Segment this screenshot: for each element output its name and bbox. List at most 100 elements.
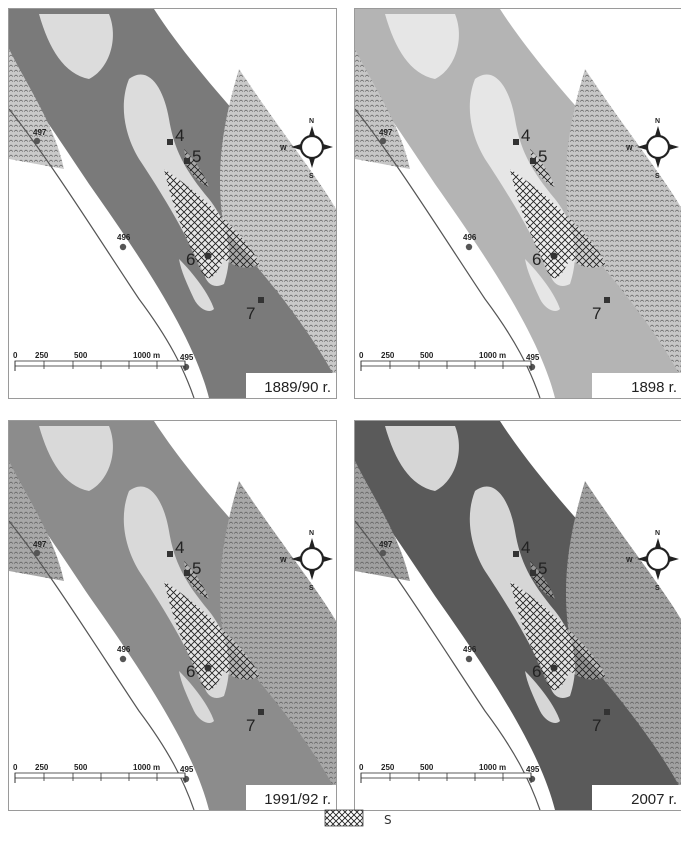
year-label-bg <box>246 785 336 810</box>
year-label: 1898 r. <box>631 379 677 396</box>
right-bank-bar <box>566 69 681 378</box>
svg-text:6: 6 <box>186 662 195 681</box>
svg-text:4: 4 <box>175 126 184 145</box>
svg-text:N: N <box>655 118 660 125</box>
station-5: 5 <box>530 559 547 578</box>
svg-text:500: 500 <box>420 351 434 360</box>
svg-text:4: 4 <box>521 126 530 145</box>
station-6: 6 <box>186 250 212 269</box>
map-panel-1898: 497 496 495 4 5 6 7 <box>354 8 681 399</box>
svg-text:4: 4 <box>521 538 530 557</box>
svg-text:497: 497 <box>379 540 393 549</box>
year-label-bg <box>592 785 681 810</box>
svg-text:1000 m: 1000 m <box>133 763 160 772</box>
km-marker-496: 496 <box>117 233 131 251</box>
svg-text:6: 6 <box>532 662 541 681</box>
station-7: 7 <box>246 297 264 323</box>
km-marker-496: 496 <box>463 645 477 663</box>
svg-text:W: W <box>626 145 633 152</box>
svg-text:495: 495 <box>526 765 540 774</box>
legend-label: S <box>384 813 392 827</box>
hatched-area-upper <box>184 561 209 599</box>
station-5: 5 <box>184 147 201 166</box>
svg-text:W: W <box>626 557 633 564</box>
svg-text:W: W <box>280 145 287 152</box>
hatched-area-main <box>510 581 605 691</box>
compass-rose-icon: N S W E <box>280 118 333 180</box>
station-4: 4 <box>513 126 530 145</box>
svg-text:0: 0 <box>359 763 364 772</box>
km-marker-496: 496 <box>117 645 131 663</box>
island-tip <box>179 259 214 311</box>
island-tip <box>179 671 214 723</box>
svg-text:7: 7 <box>592 304 601 323</box>
svg-text:5: 5 <box>538 147 547 166</box>
year-label: 1991/92 r. <box>264 791 331 808</box>
compass-rose-icon: N S W E <box>280 530 333 592</box>
svg-text:S: S <box>309 173 314 180</box>
upper-island <box>385 426 459 491</box>
station-5: 5 <box>184 559 201 578</box>
station-6: 6 <box>532 250 558 269</box>
station-7: 7 <box>592 297 610 323</box>
km-marker-497: 497 <box>379 540 393 557</box>
island-tip <box>525 671 560 723</box>
svg-text:497: 497 <box>33 128 47 137</box>
year-label: 1889/90 r. <box>264 379 331 396</box>
svg-text:N: N <box>309 118 314 125</box>
map-svg: 497 496 495 4 5 6 7 <box>9 421 336 810</box>
map-svg: 497 496 495 4 5 6 7 <box>355 421 681 810</box>
right-bank-bar <box>219 481 336 791</box>
svg-text:S: S <box>655 173 660 180</box>
scale-bar: 0 250 500 1000 m <box>359 763 532 783</box>
svg-text:0: 0 <box>13 763 18 772</box>
km-marker-496: 496 <box>463 233 477 251</box>
scale-bar: 0 250 500 1000 m <box>13 351 186 371</box>
svg-text:6: 6 <box>532 250 541 269</box>
station-5: 5 <box>530 147 547 166</box>
svg-text:250: 250 <box>35 351 49 360</box>
upper-island <box>385 14 459 79</box>
station-6: 6 <box>186 662 212 681</box>
svg-text:N: N <box>655 530 660 537</box>
svg-text:5: 5 <box>538 559 547 578</box>
station-4: 4 <box>513 538 530 557</box>
left-bank-bar <box>355 49 410 169</box>
km-marker-497: 497 <box>33 540 47 557</box>
station-6: 6 <box>532 662 558 681</box>
year-label-bg <box>592 373 681 398</box>
svg-text:500: 500 <box>74 351 88 360</box>
svg-text:7: 7 <box>246 304 255 323</box>
svg-text:496: 496 <box>463 233 477 242</box>
left-bank-bar <box>355 461 410 581</box>
scale-bar: 0 250 500 1000 m <box>359 351 532 371</box>
svg-text:495: 495 <box>526 353 540 362</box>
svg-text:5: 5 <box>192 559 201 578</box>
svg-text:250: 250 <box>381 763 395 772</box>
svg-text:5: 5 <box>192 147 201 166</box>
km-marker-497: 497 <box>33 128 47 145</box>
upper-island <box>39 14 113 79</box>
svg-text:496: 496 <box>117 645 131 654</box>
compass-rose-icon: N S W E <box>626 530 679 592</box>
hatched-area-main <box>164 169 259 279</box>
svg-text:500: 500 <box>420 763 434 772</box>
svg-text:250: 250 <box>35 763 49 772</box>
hatched-area-upper <box>530 149 555 187</box>
svg-text:0: 0 <box>13 351 18 360</box>
hatched-area-upper <box>184 149 209 187</box>
svg-text:7: 7 <box>246 716 255 735</box>
hatched-area-main <box>510 169 605 279</box>
svg-text:1000 m: 1000 m <box>133 351 160 360</box>
station-7: 7 <box>592 709 610 735</box>
year-label-bg <box>246 373 336 398</box>
svg-text:7: 7 <box>592 716 601 735</box>
station-7: 7 <box>246 709 264 735</box>
svg-text:0: 0 <box>359 351 364 360</box>
svg-text:497: 497 <box>33 540 47 549</box>
island-tip <box>525 259 560 311</box>
svg-text:W: W <box>280 557 287 564</box>
svg-text:S: S <box>309 585 314 592</box>
left-bank-bar <box>9 49 64 169</box>
hatched-area-main <box>164 581 259 691</box>
